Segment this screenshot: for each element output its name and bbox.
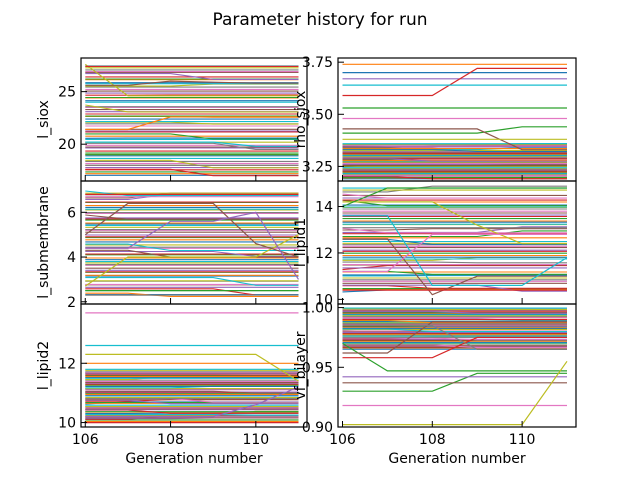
subplot-rho-siox: 3.25 3.50 3.75 rho_siox — [293, 55, 577, 182]
y-tick-label: 1.00 — [302, 301, 333, 317]
band-line — [342, 308, 567, 311]
x-tick-label: 110 — [242, 432, 269, 448]
band-line — [85, 243, 299, 252]
subplot-l-lipid2: 10 12 106 108 110 l_lipid2 Generation number — [36, 303, 308, 467]
subplots: 20 25 l_siox 3.25 3.50 3.75 rho_siox 2 4 6 l_subme… — [36, 55, 577, 467]
y-tick-label: 6 — [67, 205, 76, 221]
series-group — [85, 312, 299, 424]
series-group — [84, 190, 300, 298]
band-line — [342, 199, 567, 207]
y-tick-label: 3.75 — [302, 55, 333, 71]
band-line — [342, 311, 567, 314]
y-axis-label: l_lipid2 — [36, 341, 52, 390]
series-line — [85, 80, 299, 86]
band-line — [342, 265, 567, 271]
y-axis-label: l_submembrane — [36, 186, 52, 299]
band-line — [85, 413, 299, 416]
band-line — [85, 159, 299, 169]
series-line — [342, 342, 567, 372]
band-line — [342, 319, 567, 324]
y-axis-label: l_siox — [36, 100, 52, 139]
band-line — [85, 292, 299, 298]
axes-frame — [337, 303, 577, 428]
series-line — [84, 63, 299, 97]
series-line — [84, 234, 299, 287]
series-line — [342, 128, 567, 151]
subplot-l-lipid1: 10 12 14 l_lipid1 — [293, 180, 577, 308]
y-tick-label: 0.90 — [302, 420, 333, 436]
series-line — [85, 353, 299, 382]
series-line — [342, 233, 567, 273]
series-line — [342, 126, 567, 134]
band-line — [342, 230, 567, 238]
y-tick-label: 25 — [58, 85, 76, 101]
y-tick-label: 12 — [315, 246, 333, 262]
y-tick-label: 20 — [58, 137, 76, 153]
y-tick-label: 0.95 — [302, 360, 333, 376]
series-line — [342, 336, 567, 359]
y-tick-label: 3.25 — [302, 159, 333, 175]
x-tick-label: 108 — [157, 432, 184, 448]
band-line — [342, 344, 567, 349]
series-line — [84, 202, 299, 258]
band-line — [342, 337, 567, 341]
band-line — [85, 399, 299, 405]
series-line — [342, 360, 568, 426]
y-tick-label: 12 — [58, 356, 76, 372]
y-tick-label: 10 — [58, 416, 76, 432]
series-group — [342, 185, 568, 296]
x-tick-label: 110 — [509, 432, 536, 448]
series-line — [85, 116, 299, 131]
series-line — [85, 211, 300, 280]
series-line — [85, 168, 299, 177]
series-line — [85, 141, 299, 147]
series-line — [342, 215, 568, 286]
series-line — [342, 187, 567, 208]
axes-frame — [80, 303, 308, 428]
band-line — [342, 261, 567, 264]
y-tick-label: 14 — [315, 200, 333, 216]
y-axis-label: l_lipid1 — [293, 218, 309, 267]
y-tick-label: 4 — [67, 250, 76, 266]
band-line — [342, 227, 567, 234]
x-axis-label: Generation number — [388, 451, 525, 467]
band-line — [85, 121, 299, 125]
series-line — [342, 324, 567, 350]
series-line — [85, 386, 299, 418]
series-line — [342, 321, 567, 354]
band-line — [85, 250, 299, 257]
band-line — [85, 390, 299, 394]
subplot-l-submembrane: 2 4 6 l_submembrane — [36, 180, 308, 311]
x-tick-label: 106 — [329, 432, 356, 448]
x-tick-label: 108 — [419, 432, 446, 448]
band-line — [85, 214, 299, 220]
series-group — [342, 307, 568, 426]
band-line — [342, 185, 567, 193]
band-line — [342, 193, 567, 199]
band-line — [85, 277, 299, 286]
band-line — [85, 104, 299, 113]
x-tick-label: 106 — [72, 432, 99, 448]
subplot-vf-bilayer: 0.90 0.95 1.00 106 108 110 vf_bilayer Generatio… — [293, 301, 577, 467]
band-line — [85, 142, 299, 150]
y-tick-label: 10 — [315, 292, 333, 308]
band-line — [342, 158, 567, 162]
band-line — [342, 148, 567, 153]
y-tick-label: 2 — [67, 295, 76, 311]
y-axis-label: vf_bilayer — [293, 331, 309, 399]
band-line — [342, 228, 567, 231]
x-axis-label: Generation number — [125, 451, 262, 467]
y-axis-label: rho_siox — [293, 91, 309, 149]
subplot-l-siox: 20 25 l_siox — [36, 57, 308, 182]
series-group — [84, 63, 299, 177]
series-line — [342, 67, 567, 97]
figure-title: Parameter history for run — [212, 10, 427, 30]
band-line — [85, 133, 299, 140]
y-tick-label: 3.50 — [302, 107, 333, 123]
band-line — [342, 328, 567, 333]
series-line — [342, 201, 567, 245]
band-line — [85, 73, 299, 80]
series-group — [342, 63, 567, 180]
